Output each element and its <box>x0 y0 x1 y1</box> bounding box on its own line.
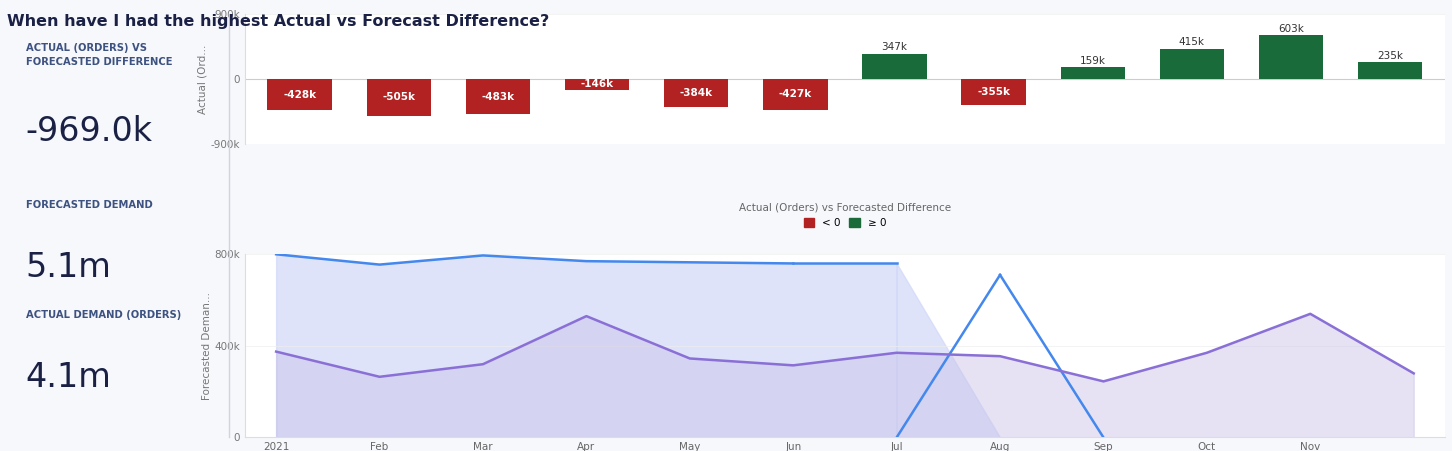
Bar <box>764 79 828 110</box>
Legend: < 0, ≥ 0: < 0, ≥ 0 <box>739 203 951 228</box>
Bar <box>466 79 530 114</box>
Text: -146k: -146k <box>581 79 614 89</box>
Text: ACTUAL (ORDERS) VS
FORECASTED DIFFERENCE: ACTUAL (ORDERS) VS FORECASTED DIFFERENCE <box>26 43 173 67</box>
Text: 415k: 415k <box>1179 37 1205 47</box>
Text: 4.1m: 4.1m <box>26 361 112 394</box>
Bar <box>565 79 629 90</box>
Text: 5.1m: 5.1m <box>26 251 112 284</box>
Text: -428k: -428k <box>283 89 317 100</box>
Text: 603k: 603k <box>1278 24 1304 34</box>
Bar <box>267 79 333 110</box>
Text: -355k: -355k <box>977 87 1011 97</box>
Text: ACTUAL DEMAND (ORDERS): ACTUAL DEMAND (ORDERS) <box>26 310 182 320</box>
Y-axis label: Forecasted Deman...: Forecasted Deman... <box>202 292 212 400</box>
Text: 235k: 235k <box>1376 51 1403 60</box>
Text: -427k: -427k <box>778 89 812 100</box>
Bar <box>961 79 1027 105</box>
Bar <box>1358 62 1423 79</box>
Text: -505k: -505k <box>382 92 415 102</box>
Bar <box>1060 67 1125 79</box>
Text: -969.0k: -969.0k <box>26 115 152 148</box>
Text: When have I had the highest Actual vs Forecast Difference?: When have I had the highest Actual vs Fo… <box>7 14 549 28</box>
Bar <box>1160 49 1224 79</box>
Text: -384k: -384k <box>680 88 713 98</box>
Text: 347k: 347k <box>881 42 908 52</box>
Text: -483k: -483k <box>482 92 514 101</box>
Bar <box>366 79 431 115</box>
Bar <box>862 54 926 79</box>
Bar <box>1259 35 1323 79</box>
Text: 159k: 159k <box>1080 56 1106 66</box>
Text: FORECASTED DEMAND: FORECASTED DEMAND <box>26 200 152 210</box>
Bar <box>664 79 729 107</box>
Y-axis label: Actual (Ord...: Actual (Ord... <box>197 44 208 114</box>
